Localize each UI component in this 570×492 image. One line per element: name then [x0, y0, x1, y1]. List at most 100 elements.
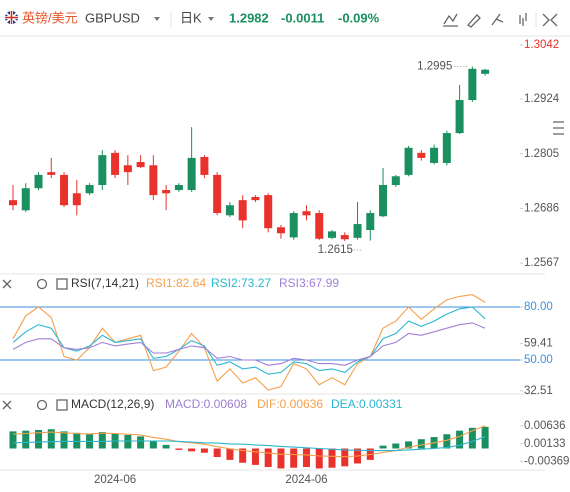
candle-body — [302, 211, 311, 216]
rsi-controls — [2, 278, 68, 290]
period[interactable]: 日K — [180, 10, 202, 25]
side-menu-button[interactable] — [553, 121, 564, 135]
candle-body — [417, 152, 426, 158]
candle-body — [315, 213, 324, 239]
macd-bar — [468, 427, 476, 449]
indicator-button[interactable] — [443, 13, 458, 27]
indicator-line — [12, 306, 486, 375]
candle-body — [111, 152, 120, 175]
candle-body — [353, 224, 362, 238]
candle-body — [149, 165, 158, 196]
y-tick-label: 1.3042 — [524, 39, 559, 51]
low-label: 1.2615 — [318, 244, 353, 256]
toolbar — [443, 12, 564, 135]
candle-body — [455, 100, 464, 134]
y-tick-label: 0.00636 — [524, 420, 566, 432]
indicator-line — [12, 294, 486, 391]
macd-bar — [149, 441, 157, 449]
y-tick-label: 59.41 — [524, 337, 553, 349]
legend-entry: DIF:0.00636 — [257, 397, 323, 411]
macd-bar — [417, 439, 425, 449]
legend-entry: MACD:0.00608 — [165, 397, 247, 411]
macd-bar — [188, 448, 196, 452]
last-price: 1.2982 — [229, 10, 269, 25]
candle-body — [251, 196, 260, 201]
candle-body — [379, 185, 388, 217]
legend-entry: RSI2:73.27 — [211, 276, 271, 290]
dropdown-caret[interactable] — [208, 17, 214, 21]
candle-body — [404, 147, 413, 175]
candle-body — [174, 185, 183, 191]
macd-bar — [379, 445, 387, 449]
candle-body — [34, 174, 43, 189]
y-tick-label: 50.00 — [524, 354, 553, 366]
macd-bar — [315, 448, 323, 469]
y-tick-label: 1.2805 — [524, 148, 559, 160]
candle-body — [481, 69, 490, 74]
draw-button[interactable] — [467, 14, 481, 28]
fullscreen-button[interactable] — [542, 13, 558, 27]
macd-bar — [35, 429, 43, 449]
y-tick-label: 32.51 — [524, 385, 553, 397]
toggle-checkbox[interactable] — [56, 278, 68, 290]
pair-name[interactable]: 英镑/美元 — [22, 10, 78, 25]
candle-body — [21, 188, 30, 211]
macd-bar — [341, 448, 349, 467]
x-tick-label: 2024-06 — [94, 474, 136, 486]
candle-body — [47, 172, 56, 175]
price-change-pct: -0.09% — [338, 10, 380, 25]
candle-body — [264, 195, 273, 229]
pin-button[interactable] — [491, 13, 504, 26]
macd-bar — [251, 448, 259, 465]
indicator-line — [12, 436, 486, 452]
macd-bar — [213, 448, 221, 458]
high-label: 1.2995 — [417, 61, 452, 73]
macd-bar — [302, 448, 310, 468]
candle-body — [136, 162, 145, 168]
macd-bar — [137, 436, 145, 449]
y-tick-label: 80.00 — [524, 301, 553, 313]
candle-body — [442, 133, 451, 163]
y-tick-label: 1.2686 — [524, 202, 559, 214]
y-tick-label: -0.00369 — [524, 456, 569, 468]
macd-controls — [2, 399, 68, 411]
candle-body — [162, 190, 171, 194]
macd-bar — [443, 434, 451, 449]
indicator-line — [12, 425, 486, 458]
y-tick-label: 0.00133 — [524, 438, 566, 450]
close-button[interactable] — [2, 279, 12, 289]
legend-entry: RSI1:82.64 — [146, 276, 206, 290]
candle-body — [72, 193, 81, 206]
price-change: -0.0011 — [281, 10, 324, 25]
macd-bar — [175, 448, 183, 450]
close-button[interactable] — [2, 400, 12, 410]
macd-bar — [328, 448, 336, 468]
macd-bar — [481, 426, 489, 449]
candle-body — [200, 156, 209, 175]
candle-body — [391, 176, 400, 186]
toggle-checkbox[interactable] — [56, 399, 68, 411]
candle-body — [187, 157, 196, 191]
indicator-title: RSI(7,14,21) — [71, 276, 139, 290]
legend-entry: RSI3:67.99 — [279, 276, 339, 290]
candle-body — [238, 200, 247, 221]
candle-body — [213, 174, 222, 214]
macd-bar — [124, 434, 132, 449]
macd-bar — [47, 429, 55, 449]
compare-button[interactable] — [519, 13, 527, 26]
candle-body — [366, 213, 375, 231]
macd-bar — [392, 443, 400, 449]
macd-bar — [73, 432, 81, 449]
macd-bar — [162, 444, 170, 449]
candle-body — [289, 213, 298, 238]
symbol[interactable]: GBPUSD — [85, 10, 140, 25]
legend-entry: DEA:0.00331 — [331, 397, 403, 411]
y-tick-label: 1.2567 — [524, 257, 559, 269]
dropdown-caret[interactable] — [154, 17, 160, 21]
macd-bar — [9, 431, 17, 449]
settings-button[interactable] — [36, 399, 48, 411]
macd-bar — [226, 448, 234, 460]
settings-button[interactable] — [36, 278, 48, 290]
macd-bar — [405, 441, 413, 449]
